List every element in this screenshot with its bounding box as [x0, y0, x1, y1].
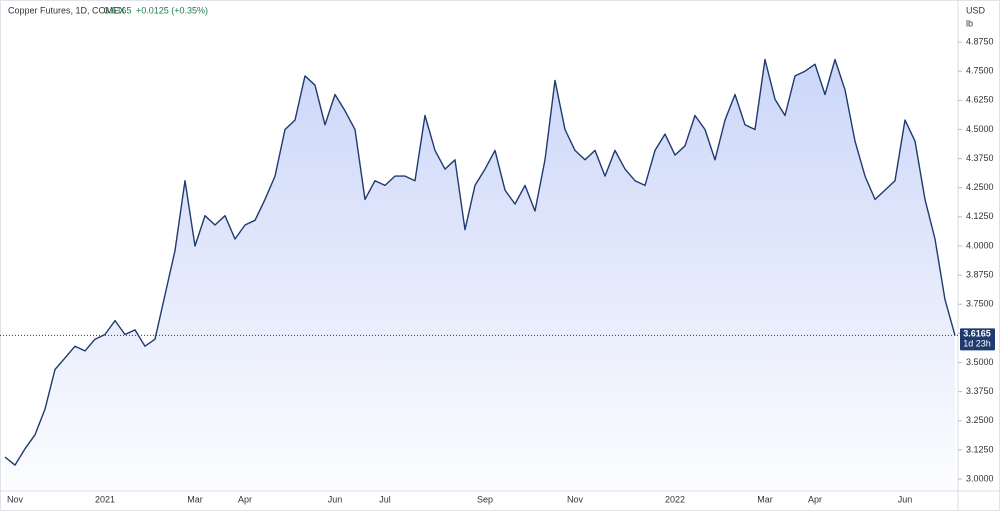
y-tick-label: 3.3750 — [966, 386, 994, 396]
x-tick-label: Mar — [187, 494, 203, 504]
y-tick-label: 4.2500 — [966, 182, 994, 192]
x-tick-label: 2021 — [95, 494, 115, 504]
y-tick-label: 3.0000 — [966, 473, 994, 483]
y-tick-label: 3.1250 — [966, 444, 994, 454]
y-unit: USD — [966, 5, 986, 15]
x-tick-label: Jun — [898, 494, 913, 504]
y-tick-label: 4.8750 — [966, 36, 994, 46]
x-tick-label: Jun — [328, 494, 343, 504]
y-tick-label: 3.8750 — [966, 269, 994, 279]
y-tick-label: 3.5000 — [966, 357, 994, 367]
area-fill — [5, 59, 955, 490]
x-tick-label: Mar — [757, 494, 773, 504]
y-tick-label: 3.2500 — [966, 415, 994, 425]
x-tick-label: Nov — [7, 494, 24, 504]
x-tick-label: Sep — [477, 494, 493, 504]
x-tick-label: Apr — [238, 494, 252, 504]
last-price-badge — [960, 328, 995, 351]
y-tick-label: 4.7500 — [966, 66, 994, 76]
countdown: 1d 23h — [963, 339, 991, 349]
y-tick-label: 4.5000 — [966, 124, 994, 134]
header-price: 3.6165 — [104, 5, 132, 15]
x-tick-label: Nov — [567, 494, 584, 504]
y-tick-label: 4.1250 — [966, 211, 994, 221]
last-price-label: 3.6165 — [963, 329, 991, 339]
y-tick-label: 3.7500 — [966, 299, 994, 309]
x-tick-label: Jul — [379, 494, 391, 504]
header-change: +0.0125 (+0.35%) — [136, 5, 208, 15]
x-tick-label: 2022 — [665, 494, 685, 504]
y-tick-label: 4.6250 — [966, 95, 994, 105]
y-unit-sub: lb — [966, 18, 973, 28]
y-tick-label: 4.3750 — [966, 153, 994, 163]
price-line — [4, 58, 956, 466]
x-tick-label: Apr — [808, 494, 822, 504]
y-tick-label: 4.0000 — [966, 240, 994, 250]
chart-title: Copper Futures, 1D, COMEX — [8, 5, 125, 15]
